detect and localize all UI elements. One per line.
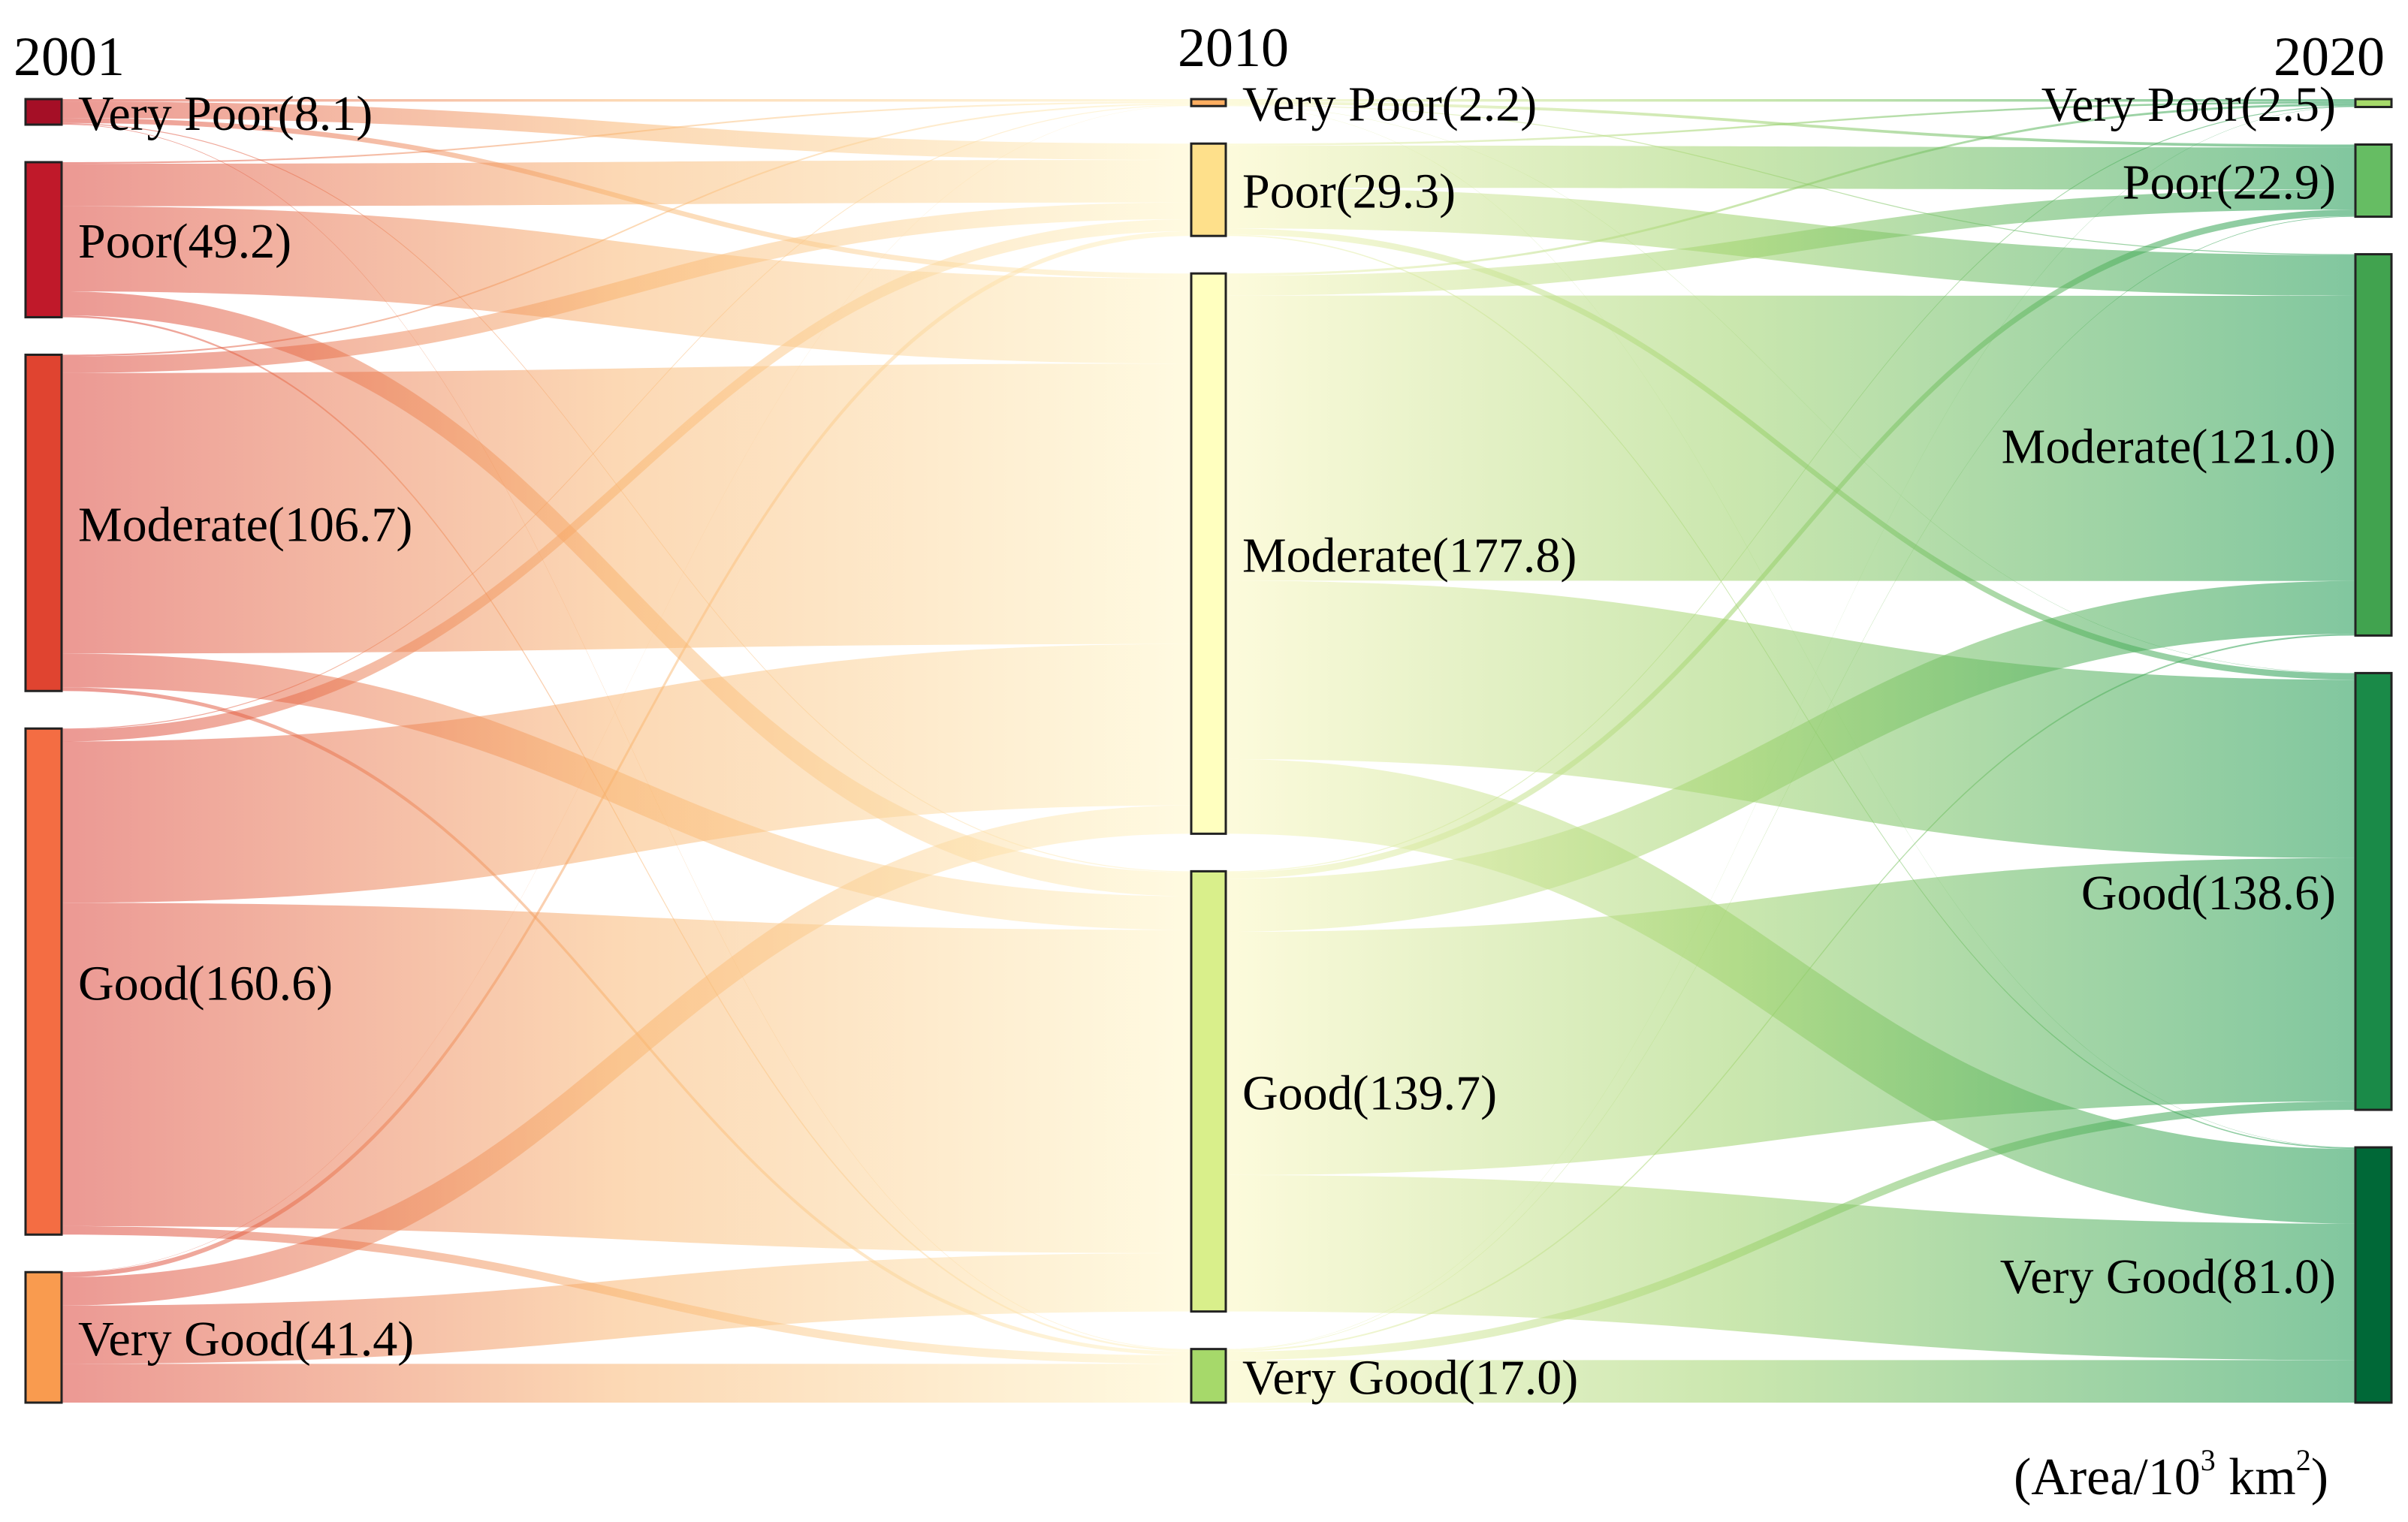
- node-label-2001-good: Good(160.6): [78, 956, 333, 1011]
- flow-2001-moderate-to-2010-poor: [62, 202, 1191, 373]
- year-label-2001: 2001: [14, 26, 125, 88]
- flow-2010-good-to-2020-very-good: [1226, 1174, 2355, 1361]
- node-label-2001-moderate: Moderate(106.7): [78, 497, 412, 552]
- flow-2001-very-good-to-2010-very-good: [62, 1364, 1191, 1403]
- node-label-2020-good: Good(138.6): [2081, 866, 2336, 921]
- node-2001-very-good: [24, 1270, 63, 1404]
- unit-label: (Area/103 km2): [2014, 1443, 2328, 1506]
- node-label-2001-very-poor: Very Poor(8.1): [78, 86, 373, 141]
- node-label-2010-good: Good(139.7): [1242, 1066, 1497, 1121]
- node-label-2020-very-poor: Very Poor(2.5): [2041, 77, 2336, 132]
- year-label-2010: 2010: [1178, 17, 1289, 79]
- node-2010-good: [1190, 869, 1227, 1313]
- flow-2001-good-to-2010-very-poor: [62, 104, 1191, 730]
- flow-2010-good-to-2020-very-poor: [1226, 105, 2355, 873]
- node-label-2020-very-good: Very Good(81.0): [2000, 1249, 2336, 1304]
- flow-2010-poor-to-2020-very-poor: [1226, 101, 2355, 146]
- flow-2001-moderate-to-2010-very-poor: [62, 103, 1191, 357]
- flow-2010-moderate-to-2020-poor: [1226, 189, 2355, 296]
- flow-2010-very-poor-to-2020-very-poor: [1226, 99, 2355, 102]
- node-label-2010-very-good: Very Good(17.0): [1242, 1350, 1578, 1405]
- flow-2001-very-poor-to-2010-very-poor: [62, 99, 1191, 102]
- flow-2010-very-poor-to-2020-very-good: [1226, 105, 2355, 1148]
- flow-2010-good-to-2020-moderate: [1226, 580, 2355, 932]
- node-label-2010-moderate: Moderate(177.8): [1242, 528, 1577, 583]
- flow-2001-poor-to-2010-very-poor: [62, 101, 1191, 164]
- node-2020-very-poor: [2354, 98, 2393, 108]
- flow-2010-moderate-to-2020-moderate: [1226, 295, 2355, 581]
- node-2001-good: [24, 727, 63, 1236]
- flow-2010-very-good-to-2020-very-good: [1226, 1360, 2355, 1403]
- flow-2001-very-good-to-2010-good: [62, 1253, 1191, 1364]
- flow-2001-good-to-2010-moderate: [62, 643, 1191, 903]
- node-labels: Very Poor(8.1) Poor(49.2) Moderate(106.7) G…: [78, 77, 2336, 1406]
- flow-2001-good-to-2010-poor: [62, 219, 1191, 742]
- flow-2001-very-poor-to-2010-poor: [62, 101, 1191, 161]
- flow-2010-very-good-to-2020-moderate: [1226, 634, 2355, 1352]
- node-2010-very-poor: [1190, 98, 1227, 107]
- node-2010-poor: [1190, 142, 1227, 237]
- node-label-2010-very-poor: Very Poor(2.2): [1242, 77, 1537, 132]
- node-label-2001-poor: Poor(49.2): [78, 214, 291, 269]
- node-label-2010-poor: Poor(29.3): [1242, 164, 1456, 219]
- node-2020-moderate: [2354, 253, 2393, 637]
- node-label-2020-poor: Poor(22.9): [2123, 155, 2336, 210]
- flow-2010-moderate-to-2020-very-poor: [1226, 103, 2355, 276]
- flow-2010-good-to-2020-poor: [1226, 209, 2355, 879]
- node-2020-very-good: [2354, 1146, 2393, 1404]
- flow-2001-moderate-to-2010-moderate: [62, 363, 1191, 654]
- flow-2001-very-good-to-2010-very-poor: [62, 105, 1191, 1273]
- flow-2010-moderate-to-2020-good: [1226, 580, 2355, 858]
- year-label-2020: 2020: [2274, 26, 2385, 88]
- flow-2010-very-good-to-2020-very-poor: [1226, 107, 2355, 1350]
- flow-2001-very-good-to-2010-moderate: [62, 805, 1191, 1306]
- flow-2010-very-good-to-2020-poor: [1226, 215, 2355, 1350]
- flows-2001-2010: [62, 99, 1191, 1403]
- node-label-2001-very-good: Very Good(41.4): [78, 1312, 414, 1367]
- flows-2010-2020: [1226, 99, 2355, 1403]
- node-2001-very-poor: [24, 98, 63, 126]
- flow-2001-very-good-to-2010-poor: [62, 231, 1191, 1277]
- flow-2010-very-good-to-2020-good: [1226, 1101, 2355, 1361]
- node-2001-moderate: [24, 353, 63, 692]
- node-2001-poor: [24, 161, 63, 318]
- node-2010-very-good: [1190, 1348, 1227, 1404]
- node-2020-poor: [2354, 143, 2393, 219]
- flow-2001-poor-to-2010-poor: [62, 160, 1191, 206]
- flow-2010-good-to-2020-good: [1226, 857, 2355, 1175]
- flow-2010-poor-to-2020-poor: [1226, 145, 2355, 190]
- node-2020-good: [2354, 671, 2393, 1111]
- node-2010-moderate: [1190, 272, 1227, 835]
- node-bars: [24, 98, 2393, 1404]
- node-label-2020-moderate: Moderate(121.0): [2002, 419, 2336, 474]
